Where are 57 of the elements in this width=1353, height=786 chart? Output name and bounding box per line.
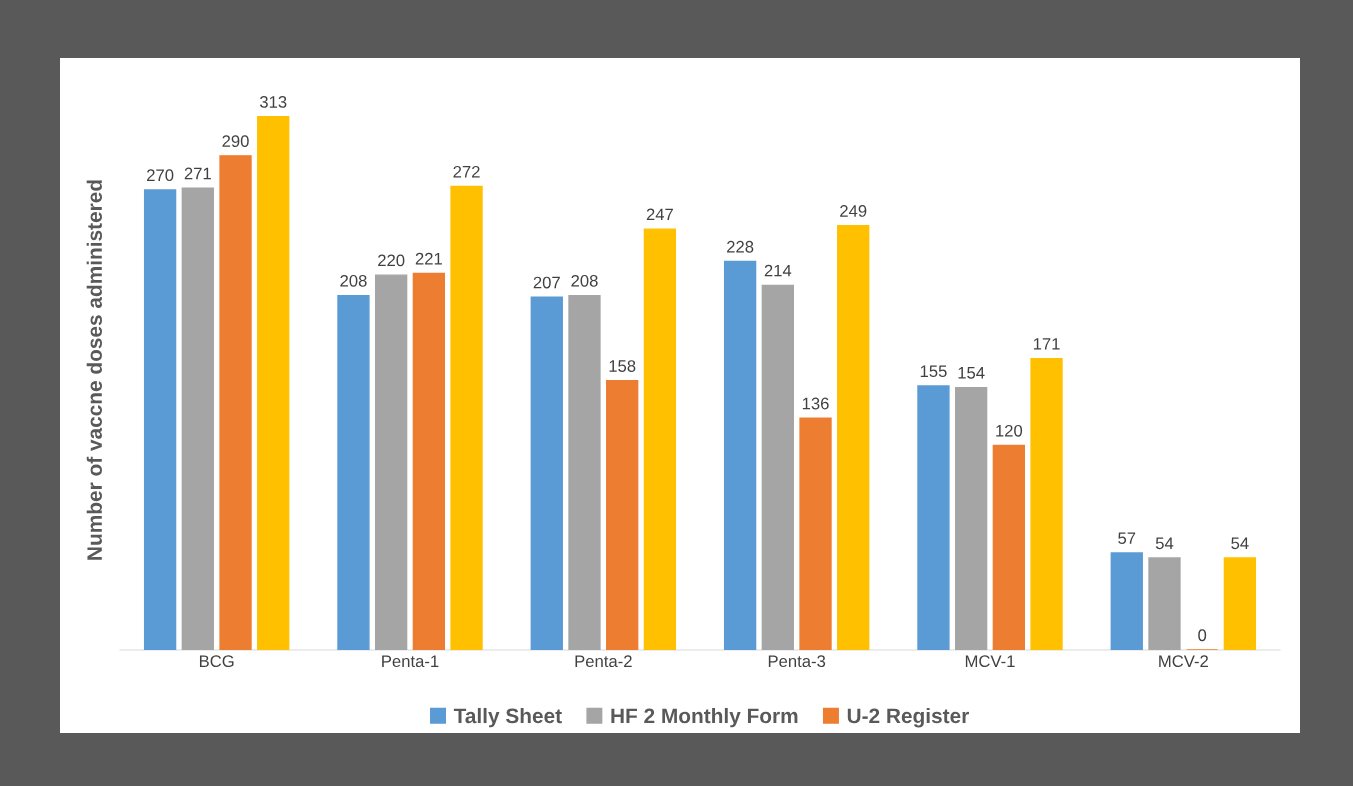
bar xyxy=(337,294,370,650)
bar xyxy=(181,187,214,650)
data-label: 158 xyxy=(609,360,636,372)
x-tick-label: Penta-3 xyxy=(768,655,826,668)
data-label: 272 xyxy=(453,165,480,178)
data-label: 290 xyxy=(222,135,249,148)
data-label: 270 xyxy=(147,169,174,182)
bar xyxy=(257,115,290,650)
bar xyxy=(761,284,794,650)
bar xyxy=(530,296,563,650)
legend-label: U-2 Register xyxy=(847,707,969,728)
bar xyxy=(374,274,408,650)
y-axis-title: Number of vaccne doses administered xyxy=(86,180,102,560)
data-label: 54 xyxy=(1155,537,1174,550)
data-label: 207 xyxy=(533,276,560,289)
bar xyxy=(954,386,988,650)
bar xyxy=(412,272,446,650)
data-label: 54 xyxy=(1231,537,1249,550)
x-tick-label: MCV-2 xyxy=(1159,655,1208,668)
data-label: 155 xyxy=(920,365,947,378)
bar xyxy=(606,380,639,650)
x-tick-label: Penta-1 xyxy=(382,655,439,668)
legend-label: HF 2 Monthly Form xyxy=(611,707,798,728)
bar xyxy=(1223,557,1257,650)
data-label: 120 xyxy=(996,424,1023,437)
bar xyxy=(799,417,832,650)
data-label: 313 xyxy=(259,96,287,108)
data-label: 208 xyxy=(571,274,598,287)
x-tick-label: BCG xyxy=(199,655,234,668)
data-label: 136 xyxy=(802,397,829,410)
data-label: 208 xyxy=(340,274,367,287)
data-label: 221 xyxy=(415,252,442,265)
data-label: 247 xyxy=(646,208,673,221)
data-label: 171 xyxy=(1033,338,1060,350)
data-label: 220 xyxy=(378,254,405,267)
bar xyxy=(643,228,677,650)
data-label: 271 xyxy=(184,167,211,180)
x-tick-label: MCV-1 xyxy=(965,655,1015,668)
bar xyxy=(143,189,177,650)
bar xyxy=(568,294,601,650)
bar xyxy=(723,260,757,650)
bar xyxy=(1148,557,1181,650)
data-label: 57 xyxy=(1118,532,1136,545)
bar xyxy=(450,185,483,650)
legend-label: Tally Sheet xyxy=(453,707,562,728)
x-tick-label: Penta-2 xyxy=(575,655,632,668)
data-label: 214 xyxy=(764,264,792,277)
bar xyxy=(837,225,870,650)
data-label: 0 xyxy=(1198,629,1207,642)
bar xyxy=(219,155,252,650)
data-label: 228 xyxy=(727,240,754,253)
data-label: 154 xyxy=(958,367,985,379)
bar xyxy=(917,385,950,650)
bar xyxy=(1030,357,1063,650)
bar xyxy=(1110,552,1143,650)
data-label: 249 xyxy=(840,205,867,217)
bar xyxy=(992,444,1026,650)
